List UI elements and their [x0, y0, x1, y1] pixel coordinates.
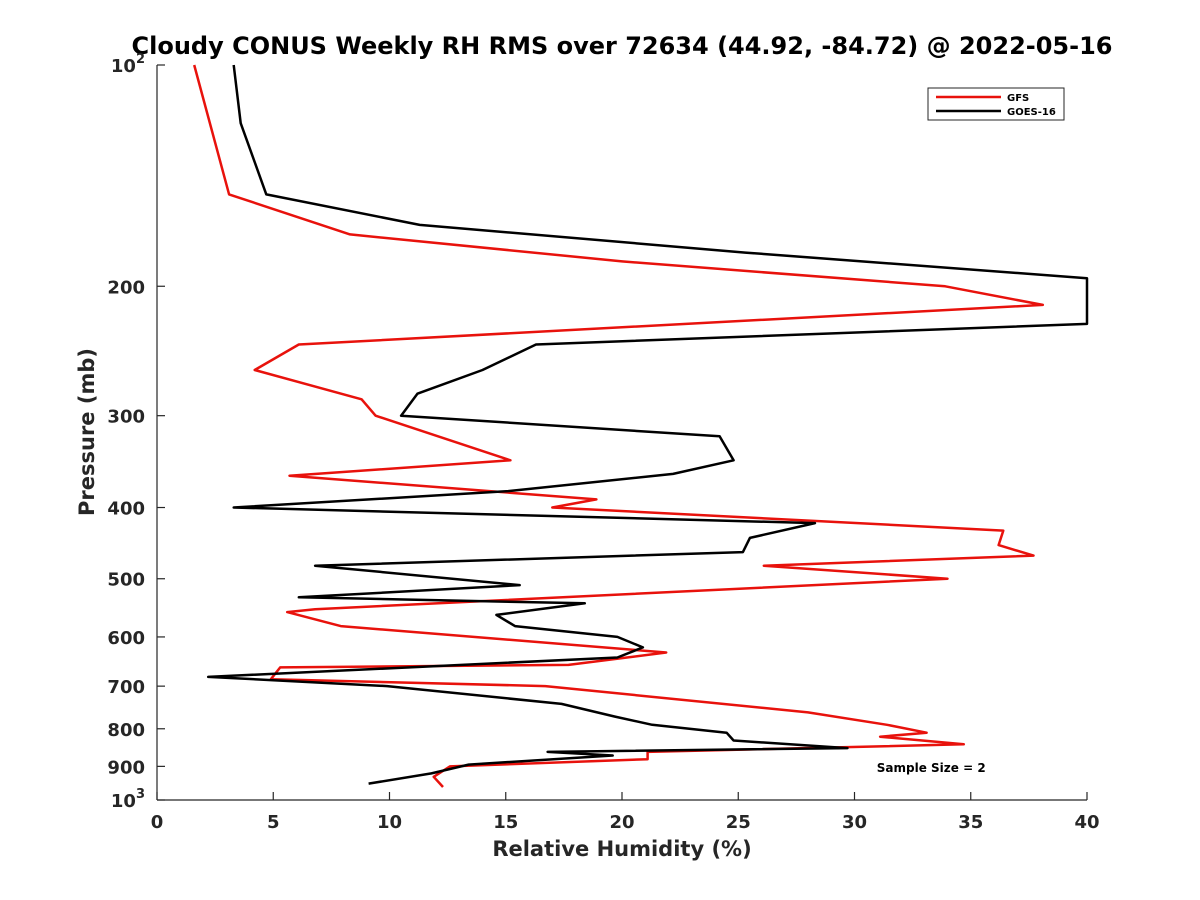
sample-size-annotation: Sample Size = 2	[877, 761, 986, 775]
series-line-gfs	[192, 64, 1045, 788]
y-tick-label: 700	[107, 677, 145, 698]
x-tick-label: 20	[609, 812, 634, 833]
y-tick-label: 102	[111, 52, 145, 77]
y-tick-label: 600	[107, 628, 145, 649]
x-tick-label: 0	[151, 812, 164, 833]
y-tick-label: 900	[107, 757, 145, 778]
y-axis-label: Pressure (mb)	[75, 348, 99, 516]
x-tick-label: 5	[267, 812, 280, 833]
x-tick-label: 25	[726, 812, 751, 833]
x-ticks: 0 5 10 15 20 25 30 35 40	[151, 792, 1100, 833]
y-tick-label: 400	[107, 499, 145, 520]
legend-label-goes16: GOES-16	[1007, 107, 1056, 118]
legend-box	[927, 87, 1065, 121]
y-tick-label: 103	[111, 787, 145, 812]
series-line-goes16	[206, 64, 1089, 785]
legend: GFS GOES-16	[927, 87, 1065, 121]
series-layer	[192, 64, 1089, 788]
y-tick-label: 800	[107, 720, 145, 741]
y-tick-label: 300	[107, 407, 145, 428]
chart-title: Cloudy CONUS Weekly RH RMS over 72634 (4…	[132, 32, 1113, 60]
x-axis-label: Relative Humidity (%)	[492, 837, 751, 861]
y-tick-label: 500	[107, 570, 145, 591]
x-tick-label: 15	[493, 812, 518, 833]
plot-area	[157, 65, 1087, 800]
x-tick-label: 40	[1074, 812, 1099, 833]
x-tick-label: 10	[377, 812, 402, 833]
x-tick-label: 30	[842, 812, 867, 833]
y-tick-label: 200	[107, 277, 145, 298]
y-ticks: 102 200 300 400 500 600 700 800 900 103	[107, 52, 165, 812]
x-tick-label: 35	[958, 812, 983, 833]
legend-label-gfs: GFS	[1007, 93, 1029, 104]
